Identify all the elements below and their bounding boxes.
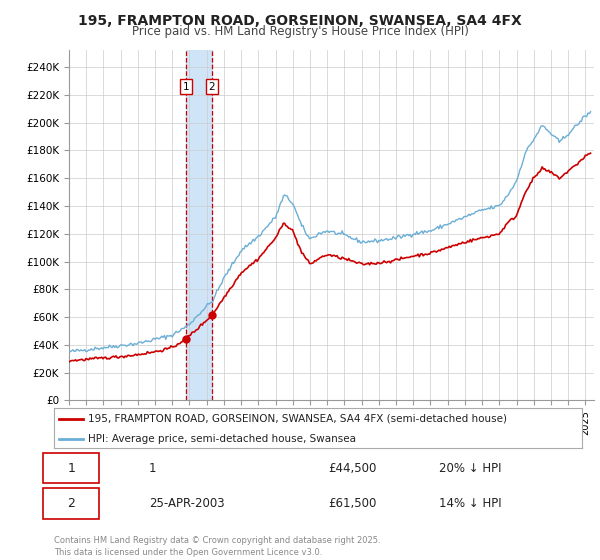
Text: Contains HM Land Registry data © Crown copyright and database right 2025.
This d: Contains HM Land Registry data © Crown c… [54,536,380,557]
Text: 20% ↓ HPI: 20% ↓ HPI [439,461,502,475]
Text: 25-APR-2003: 25-APR-2003 [149,497,224,510]
Text: £44,500: £44,500 [329,461,377,475]
Text: 2: 2 [209,82,215,91]
Text: 195, FRAMPTON ROAD, GORSEINON, SWANSEA, SA4 4FX: 195, FRAMPTON ROAD, GORSEINON, SWANSEA, … [78,14,522,28]
FancyBboxPatch shape [43,453,99,483]
Text: £61,500: £61,500 [329,497,377,510]
Text: HPI: Average price, semi-detached house, Swansea: HPI: Average price, semi-detached house,… [88,434,356,444]
Bar [186,50,212,400]
Text: 195, FRAMPTON ROAD, GORSEINON, SWANSEA, SA4 4FX (semi-detached house): 195, FRAMPTON ROAD, GORSEINON, SWANSEA, … [88,414,508,424]
Text: 1: 1 [182,82,189,91]
Text: 2: 2 [67,497,75,510]
FancyBboxPatch shape [43,488,99,519]
Text: 1: 1 [67,461,75,475]
Text: 1: 1 [149,461,157,475]
Text: Price paid vs. HM Land Registry's House Price Index (HPI): Price paid vs. HM Land Registry's House … [131,25,469,38]
Text: 14% ↓ HPI: 14% ↓ HPI [439,497,502,510]
